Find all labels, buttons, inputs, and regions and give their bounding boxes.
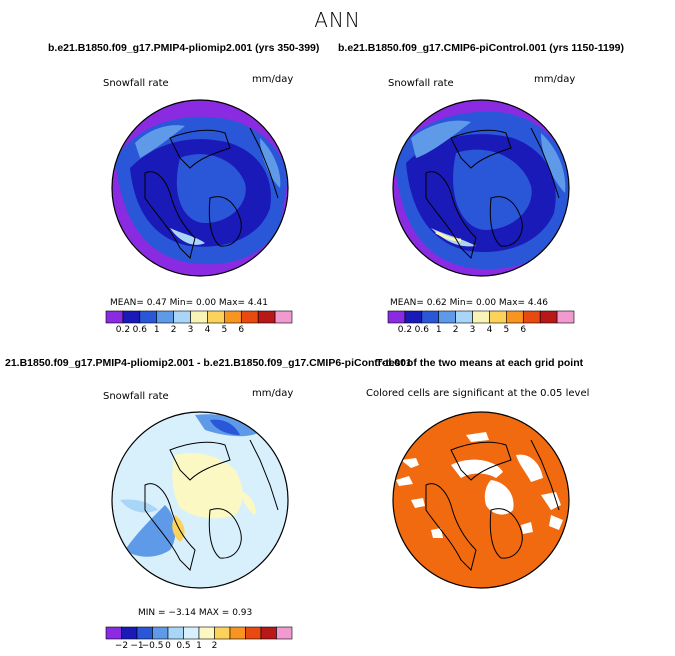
colorbar-tick-label: 6 xyxy=(238,325,245,335)
colorbar-tick-label: 4 xyxy=(204,325,211,335)
colorbar-swatch xyxy=(183,626,200,640)
map-top-left xyxy=(111,99,289,277)
colorbar-swatch xyxy=(240,310,259,324)
colorbar-tick-label: 0.5 xyxy=(176,641,191,651)
colorbar-swatch xyxy=(556,310,575,324)
colorbar-swatch xyxy=(260,626,277,640)
colorbar-swatch xyxy=(387,310,406,324)
colorbar-tick-label: −1 xyxy=(130,641,144,651)
colorbar-tick-label: 5 xyxy=(503,325,510,335)
colorbar-swatch xyxy=(207,310,225,324)
colorbar-tick-label: 0.6 xyxy=(414,325,429,335)
colorbar-swatch xyxy=(173,310,191,324)
case-title-right: b.e21.B1850.f09_g17.CMIP6-piControl.001 … xyxy=(338,42,624,54)
colorbar-swatch xyxy=(152,626,169,640)
case-title-left: b.e21.B1850.f09_g17.PMIP4-pliomip2.001 (… xyxy=(48,42,320,54)
colorbar-tick-label: 3 xyxy=(469,325,476,335)
colorbar-swatch xyxy=(438,310,456,324)
ttest-title: T-test of the two means at each grid poi… xyxy=(376,357,584,369)
colorbar-tick-label: −0.5 xyxy=(141,641,164,651)
colorbar-top-left-ticks: 0.2 0.6 1 2 3 4 5 6 xyxy=(106,325,292,337)
colorbar-top-right-ticks: 0.2 0.6 1 2 3 4 5 6 xyxy=(388,325,574,337)
colorbar-tick-label: −2 xyxy=(114,641,129,651)
figure-title: ANN xyxy=(314,8,361,32)
colorbar-tick-label: 3 xyxy=(187,325,194,335)
colorbar-tick-label: 0.2 xyxy=(397,325,413,335)
colorbar-tick-label: 2 xyxy=(170,325,177,335)
colorbar-tick-label: 0.6 xyxy=(132,325,147,335)
colorbar-swatch xyxy=(121,626,138,640)
colorbar-swatch xyxy=(274,310,293,324)
stats-bottom-left: MIN = −3.14 MAX = 0.93 xyxy=(138,608,253,618)
colorbar-swatch xyxy=(224,310,242,324)
colorbar-tick-label: 0.2 xyxy=(115,325,131,335)
stats-top-right: MEAN= 0.62 Min= 0.00 Max= 4.46 xyxy=(390,298,548,308)
colorbar-swatch xyxy=(404,310,423,324)
ttest-note: Colored cells are significant at the 0.0… xyxy=(366,388,590,399)
map-bottom-right xyxy=(392,411,570,589)
colorbar-bottom-left xyxy=(105,626,293,640)
map-bottom-left xyxy=(111,411,289,589)
panel-bl-units: mm/day xyxy=(252,388,294,399)
colorbar-swatch xyxy=(455,310,473,324)
colorbar-swatch xyxy=(167,626,184,640)
panel-bl-variable: Snowfall rate xyxy=(103,391,169,402)
colorbar-swatch xyxy=(105,310,124,324)
colorbar-swatch xyxy=(245,626,262,640)
colorbar-swatch xyxy=(472,310,490,324)
colorbar-tick-label: 1 xyxy=(435,325,442,335)
stats-top-left: MEAN= 0.47 Min= 0.00 Max= 4.41 xyxy=(110,298,268,308)
panel-tr-units: mm/day xyxy=(534,74,576,85)
colorbar-swatch xyxy=(276,626,293,640)
colorbar-swatch xyxy=(489,310,507,324)
colorbar-swatch xyxy=(229,626,246,640)
colorbar-swatch xyxy=(522,310,541,324)
colorbar-swatch xyxy=(190,310,208,324)
colorbar-swatch xyxy=(214,626,231,640)
panel-tr-variable: Snowfall rate xyxy=(388,78,454,89)
colorbar-swatch xyxy=(136,626,153,640)
colorbar-swatch xyxy=(506,310,524,324)
colorbar-tick-label: 4 xyxy=(486,325,493,335)
colorbar-top-right xyxy=(387,310,575,324)
colorbar-bottom-left-ticks: −2 −1 −0.5 0 0.5 1 2 xyxy=(106,641,292,653)
colorbar-swatch xyxy=(198,626,215,640)
colorbar-swatch xyxy=(257,310,276,324)
colorbar-swatch xyxy=(122,310,141,324)
diff-title: 21.B1850.f09_g17.PMIP4-pliomip2.001 - b.… xyxy=(5,357,412,369)
colorbar-tick-label: 6 xyxy=(520,325,527,335)
panel-tl-variable: Snowfall rate xyxy=(103,78,169,89)
colorbar-tick-label: 5 xyxy=(221,325,228,335)
map-top-right xyxy=(392,99,570,277)
colorbar-tick-label: 1 xyxy=(153,325,160,335)
colorbar-swatch xyxy=(156,310,174,324)
colorbar-swatch xyxy=(139,310,158,324)
colorbar-tick-label: 2 xyxy=(452,325,459,335)
colorbar-tick-label: 0 xyxy=(165,641,171,651)
colorbar-swatch xyxy=(539,310,558,324)
colorbar-top-left xyxy=(105,310,293,324)
colorbar-tick-label: 1 xyxy=(196,641,202,651)
colorbar-swatch xyxy=(421,310,440,324)
panel-tl-units: mm/day xyxy=(252,74,294,85)
colorbar-tick-label: 2 xyxy=(211,641,218,651)
colorbar-swatch xyxy=(105,626,122,640)
